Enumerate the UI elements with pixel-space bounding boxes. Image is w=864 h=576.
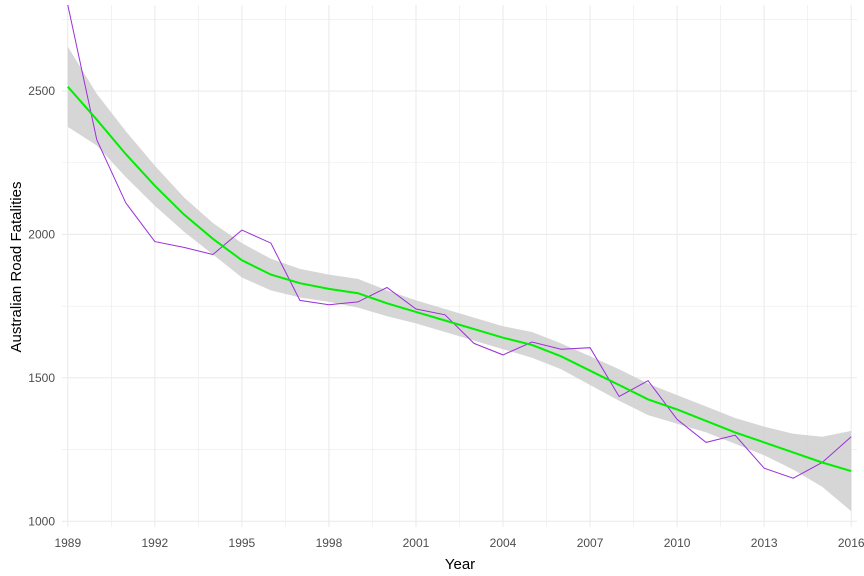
x-tick-label: 1995 — [229, 536, 256, 550]
series-point — [793, 478, 794, 479]
series-line — [67, 4, 852, 479]
series-point — [444, 314, 445, 315]
series-point — [735, 435, 736, 436]
y-axis-title: Australian Road Fatalities — [8, 182, 25, 353]
y-axis-ticks: 1000 1500 2000 2500 — [28, 84, 55, 528]
series-point — [561, 349, 562, 350]
x-tick-label: 2013 — [751, 536, 778, 550]
series-point — [764, 468, 765, 469]
y-tick-label: 2500 — [28, 84, 55, 98]
series-point — [822, 462, 823, 463]
x-tick-label: 2016 — [838, 536, 864, 550]
confidence-band — [67, 46, 852, 512]
series-point — [96, 139, 97, 140]
series-point — [532, 342, 533, 343]
x-tick-label: 1998 — [316, 536, 343, 550]
minor-gridlines — [62, 5, 857, 527]
series-point — [851, 436, 852, 437]
series-point — [125, 202, 126, 203]
series-point — [241, 230, 242, 231]
series-point — [154, 241, 155, 242]
x-tick-label: 2001 — [403, 536, 430, 550]
series-point — [270, 243, 271, 244]
series-point — [503, 354, 504, 355]
series-point — [67, 5, 68, 6]
series-point — [619, 396, 620, 397]
x-tick-label: 1992 — [141, 536, 168, 550]
x-tick-label: 2004 — [490, 536, 517, 550]
x-axis-ticks: 1989 1992 1995 1998 2001 2004 2007 2010 2013 2016 — [54, 536, 864, 550]
x-axis-title: Year — [445, 556, 475, 573]
series-point — [328, 304, 329, 305]
series-point — [183, 247, 184, 248]
x-tick-label: 2007 — [577, 536, 604, 550]
y-tick-label: 1000 — [28, 514, 55, 528]
smooth-trend-line — [67, 86, 852, 473]
series-point — [386, 287, 387, 288]
y-tick-label: 1500 — [28, 371, 55, 385]
series-point — [706, 442, 707, 443]
series-point — [415, 309, 416, 310]
x-tick-label: 2010 — [664, 536, 691, 550]
series-point — [590, 347, 591, 348]
series-point — [357, 301, 358, 302]
series-point — [648, 380, 649, 381]
series-point — [212, 254, 213, 255]
x-tick-label: 1989 — [54, 536, 81, 550]
series-point — [677, 419, 678, 420]
series-point — [474, 343, 475, 344]
y-tick-label: 2000 — [28, 227, 55, 241]
series-point — [299, 300, 300, 301]
